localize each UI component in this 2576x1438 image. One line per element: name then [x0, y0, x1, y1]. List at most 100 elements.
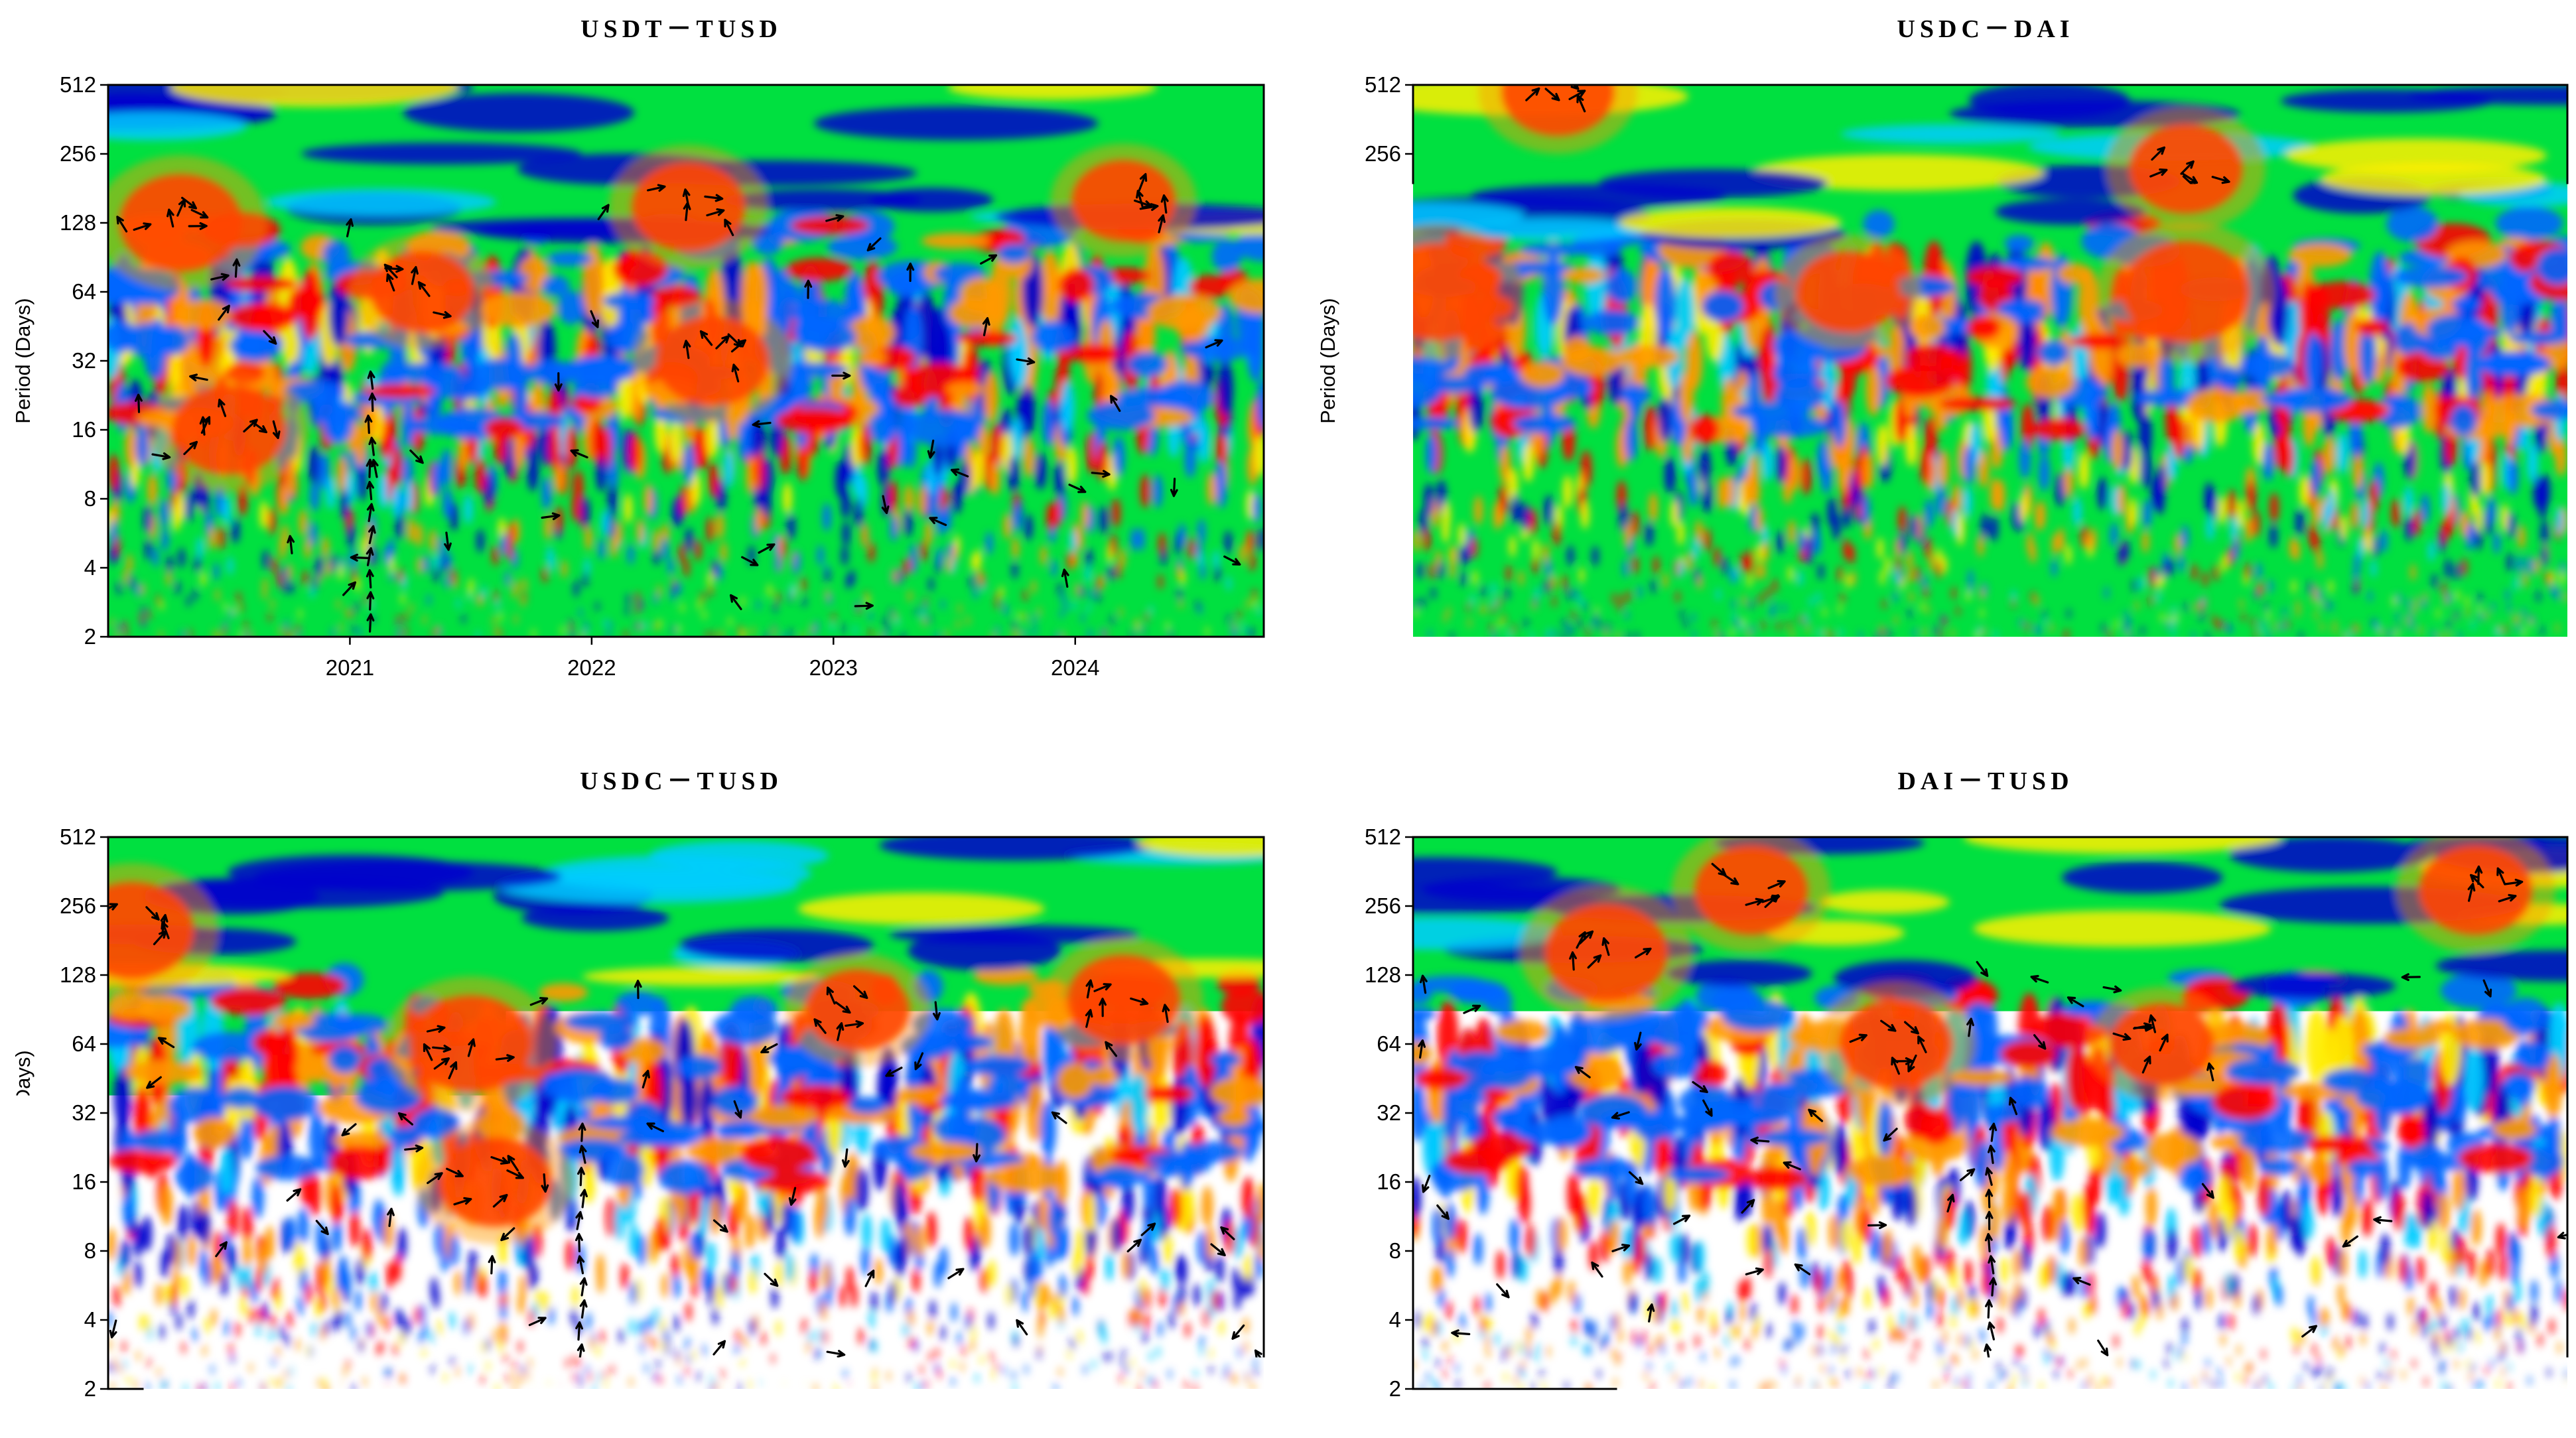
coherence-blob: [654, 1308, 659, 1327]
coherence-blob: [596, 602, 598, 612]
coherence-blob: [2490, 1359, 2493, 1369]
coherence-blob: [585, 621, 588, 631]
coherence-blob: [513, 1383, 516, 1393]
coherence-blob: [444, 1372, 446, 1382]
coherence-blob: [2292, 579, 2296, 594]
coherence-blob: [2143, 499, 2151, 528]
coherence-blob: [597, 1268, 604, 1293]
y-tick-label: 2: [1389, 624, 1401, 649]
coherence-blob: [1464, 542, 1470, 563]
coherence-blob: [636, 604, 639, 614]
coherence-blob: [1103, 1352, 1107, 1362]
coherence-blob: [708, 1283, 714, 1306]
coherence-blob: [1586, 627, 1589, 637]
coherence-blob: [1956, 1377, 1958, 1387]
coherence-blob: [957, 1331, 961, 1346]
coherence-blob: [123, 620, 126, 630]
coherence-blob: [566, 1240, 575, 1271]
coherence-blob: [2068, 1272, 2076, 1297]
coherence-blob: [2206, 1287, 2212, 1310]
coherence-blob: [464, 1319, 468, 1335]
coherence-blob: [299, 509, 307, 537]
coherence-blob: [707, 517, 714, 543]
coherence-blob: [318, 1378, 320, 1388]
coherence-blob: [1654, 1305, 1659, 1325]
high-coherence-halo: [149, 367, 308, 492]
coherence-blob: [1563, 475, 1573, 508]
coherence-blob: [1938, 450, 1950, 488]
coherence-blob: [572, 1285, 578, 1308]
coherence-blob: [2467, 1327, 2472, 1342]
coherence-blob: [1625, 610, 1628, 620]
coherence-blob: [235, 1321, 239, 1337]
coherence-blob: [787, 513, 795, 540]
coherence-blob: [1195, 1015, 1216, 1088]
coherence-blob: [1925, 499, 1934, 528]
coherence-blob: [2129, 497, 2137, 527]
coherence-blob: [662, 539, 668, 560]
coherence-blob: [2098, 478, 2107, 511]
coherence-blob: [1201, 1344, 1204, 1356]
coherence-blob: [2531, 1279, 2538, 1303]
coherence-blob: [823, 1330, 827, 1344]
coherence-blob: [2069, 1368, 2072, 1378]
coherence-blob: [1059, 1367, 1061, 1377]
coherence-blob: [204, 1317, 209, 1334]
coherence-blob: [1938, 397, 2017, 411]
coherence-blob: [1599, 621, 1601, 631]
coherence-blob: [2344, 310, 2362, 374]
coherence-blob: [1895, 1324, 1900, 1340]
coherence-blob: [476, 630, 479, 640]
coherence-blob: [2012, 589, 2015, 602]
coherence-blob: [158, 1368, 161, 1378]
coherence-blob: [285, 1369, 287, 1379]
coherence-blob: [565, 426, 577, 468]
coherence-blob: [1170, 1188, 1182, 1228]
coherence-blob: [661, 1273, 669, 1298]
coherence-blob: [1526, 1338, 1530, 1351]
coherence-blob: [2394, 1192, 2405, 1232]
coherence-blob: [393, 1343, 397, 1355]
coherence-blob: [287, 1310, 293, 1328]
coherence-blob: [228, 556, 233, 575]
heatmap-area: [0, 828, 1329, 1394]
coherence-blob: [543, 1068, 616, 1104]
coherence-blob: [1895, 616, 1897, 625]
coherence-blob: [2361, 499, 2370, 528]
coherence-blob: [493, 1329, 497, 1344]
coherence-blob: [1238, 610, 1241, 620]
coherence-blob: [2021, 1242, 2030, 1273]
coherence-blob: [1119, 548, 1125, 568]
coherence-blob: [1166, 621, 1169, 631]
coherence-blob: [1507, 565, 1511, 582]
coherence-blob: [296, 1339, 300, 1352]
coherence-blob: [669, 419, 682, 463]
coherence-blob: [1144, 1287, 1150, 1310]
coherence-blob: [2517, 555, 2522, 574]
coherence-blob: [1149, 1351, 1152, 1362]
coherence-blob: [590, 1337, 594, 1350]
coherence-blob: [965, 1216, 975, 1251]
coherence-blob: [2411, 564, 2415, 581]
coherence-blob: [1473, 570, 1477, 586]
coherence-blob: [2408, 1296, 2414, 1317]
coherence-blob: [1203, 1309, 1209, 1327]
coherence-blob: [2443, 1342, 2446, 1354]
coherence-blob: [1458, 523, 1465, 547]
coherence-blob: [1981, 608, 1984, 618]
coherence-blob: [456, 598, 460, 609]
coherence-blob: [1798, 570, 1802, 586]
coherence-blob: [1676, 591, 1679, 603]
coherence-blob: [1746, 558, 1751, 576]
coherence-blob: [1507, 631, 1510, 641]
coherence-blob: [249, 1363, 252, 1373]
coherence-blob: [1130, 527, 1137, 551]
coherence-blob: [2513, 1307, 2518, 1326]
coherence-blob: [1952, 1295, 1958, 1316]
coherence-blob: [465, 1269, 472, 1295]
coherence-blob: [604, 1378, 606, 1388]
coherence-blob: [1456, 1363, 1458, 1373]
coherence-blob: [522, 578, 526, 592]
coherence-blob: [1637, 1336, 1641, 1349]
coherence-blob: [1578, 619, 1581, 629]
